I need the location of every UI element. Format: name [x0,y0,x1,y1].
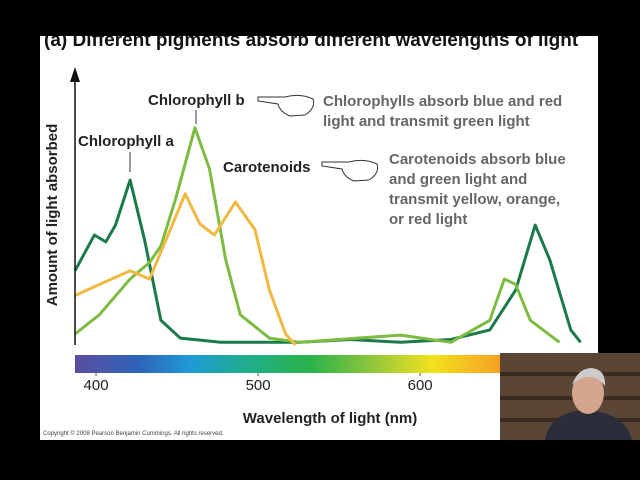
annotation: and green light and [389,171,527,188]
series-label: Chlorophyll b [148,92,245,109]
x-tick-label: 600 [408,377,433,394]
copyright: Copyright © 2008 Pearson Benjamin Cummin… [43,430,224,437]
annotation: Chlorophylls absorb blue and red [323,93,562,110]
y-axis-label: Amount of light absorbed [44,124,61,306]
y-axis-arrow [70,67,80,82]
annotation: transmit yellow, orange, [389,191,560,208]
webcam [500,353,640,440]
annotation: light and transmit green light [323,113,530,130]
series-label: Carotenoids [223,159,311,176]
spectrum-bar [75,355,600,373]
top-bar [0,0,640,36]
plot [73,126,582,346]
x-tick-label: 400 [84,377,109,394]
annotation: Carotenoids absorb blue [389,151,566,168]
series-line [74,126,561,344]
series-line [74,192,297,346]
pointer-icons [257,94,379,182]
series-label: Chlorophyll a [78,133,174,150]
x-tick-label: 500 [246,377,271,394]
x-axis-label: Wavelength of light (nm) [243,410,417,427]
annotation: or red light [389,211,467,228]
